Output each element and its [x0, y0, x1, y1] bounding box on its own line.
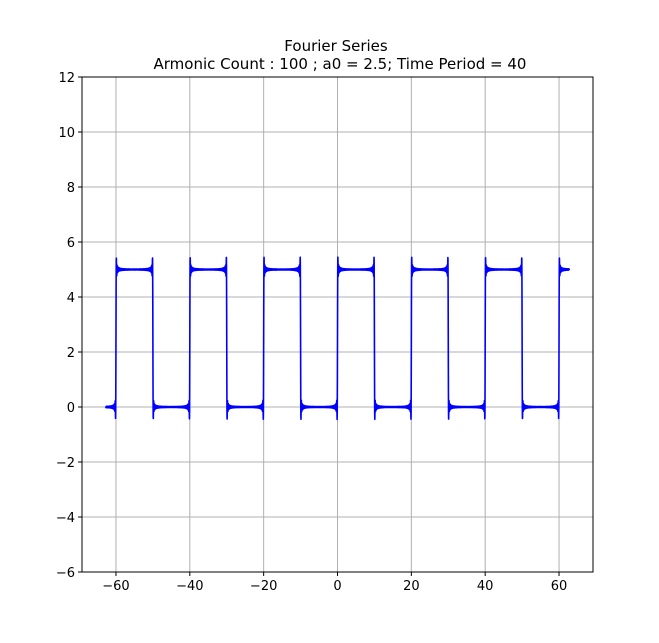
y-tick-label: 4: [67, 291, 75, 306]
y-tick-label: 10: [58, 126, 75, 141]
chart-subtitle: Armonic Count : 100 ; a0 = 2.5; Time Per…: [154, 55, 527, 73]
x-tick-label: 40: [477, 579, 494, 594]
y-tick-label: 12: [58, 71, 75, 86]
x-tick-label: 0: [333, 579, 341, 594]
y-tick-label: −6: [56, 566, 75, 581]
x-tick-label: −20: [250, 579, 277, 594]
series-line: [104, 256, 571, 421]
y-tick-label: 0: [67, 401, 75, 416]
y-tick-label: 2: [67, 346, 75, 361]
y-tick-label: 6: [67, 236, 75, 251]
x-tick-label: −60: [102, 579, 129, 594]
y-tick-label: 8: [67, 181, 75, 196]
x-tick-label: 20: [403, 579, 420, 594]
series-layer: [104, 256, 571, 421]
y-tick-label: −2: [56, 456, 75, 471]
chart-title: Fourier Series: [284, 37, 388, 55]
y-tick-label: −4: [56, 511, 75, 526]
x-tick-label: 60: [551, 579, 568, 594]
x-tick-label: −40: [176, 579, 203, 594]
